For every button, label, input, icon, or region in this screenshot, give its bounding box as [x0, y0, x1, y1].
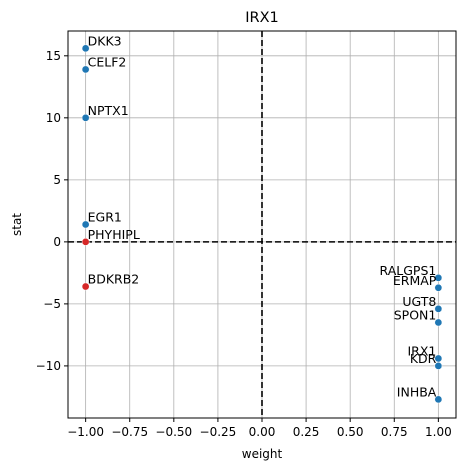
label-phyhipl: PHYHIPL	[88, 227, 140, 242]
x-axis-label: weight	[242, 447, 283, 461]
y-axis-label: stat	[10, 213, 24, 236]
x-tick-label: −0.75	[111, 425, 148, 439]
x-axis-ticks: −1.00 −0.75 −0.50 −0.25 0.00 0.25 0.50 0.75 1.00	[67, 418, 452, 439]
reference-lines	[68, 31, 456, 418]
label-spon1: SPON1	[394, 307, 437, 322]
point-nptx1	[81, 113, 90, 122]
point-egr1	[81, 220, 90, 229]
x-tick-label: −0.50	[155, 425, 192, 439]
point-phyhipl	[81, 238, 90, 246]
y-tick-label: 0	[53, 235, 61, 249]
point-ermap	[434, 283, 443, 292]
point-bdkrb2	[81, 282, 90, 291]
y-tick-label: 15	[46, 49, 61, 63]
point-celf2	[81, 65, 90, 74]
label-egr1: EGR1	[88, 210, 122, 225]
x-tick-label: 0.75	[381, 425, 408, 439]
point-ugt8	[434, 304, 443, 313]
label-ralgps1: RALGPS1	[380, 263, 437, 278]
label-celf2: CELF2	[88, 54, 127, 69]
x-tick-label: −1.00	[67, 425, 104, 439]
y-tick-label: 5	[53, 173, 61, 187]
label-ermap: ERMAP	[393, 273, 437, 288]
label-kdr: KDR	[410, 351, 437, 366]
y-tick-label: −10	[36, 359, 61, 373]
data-points	[81, 44, 443, 404]
x-tick-label: 1.00	[425, 425, 452, 439]
y-axis-ticks: −10 −5 0 5 10 15	[36, 49, 68, 373]
label-bdkrb2: BDKRB2	[88, 272, 140, 287]
y-tick-label: −5	[43, 297, 61, 311]
y-tick-label: 10	[46, 111, 61, 125]
chart-title: IRX1	[245, 10, 279, 26]
x-tick-label: 0.25	[293, 425, 320, 439]
label-dkk3: DKK3	[88, 33, 122, 48]
label-nptx1: NPTX1	[88, 103, 129, 118]
x-tick-label: −0.25	[200, 425, 237, 439]
point-spon1	[434, 318, 443, 327]
x-tick-label: 0.00	[249, 425, 276, 439]
point-inhba	[434, 395, 443, 404]
label-ugt8: UGT8	[402, 294, 436, 309]
point-ralgps1	[434, 273, 443, 282]
point-labels: DKK3 CELF2 NPTX1 EGR1 PHYHIPL BDKRB2 RALGPS1ER…	[88, 33, 437, 399]
label-irx1: IRX1	[407, 343, 436, 358]
label-inhba: INHBA	[397, 384, 437, 399]
point-kdr	[434, 362, 443, 370]
x-tick-label: 0.50	[337, 425, 364, 439]
point-dkk3	[81, 44, 90, 53]
